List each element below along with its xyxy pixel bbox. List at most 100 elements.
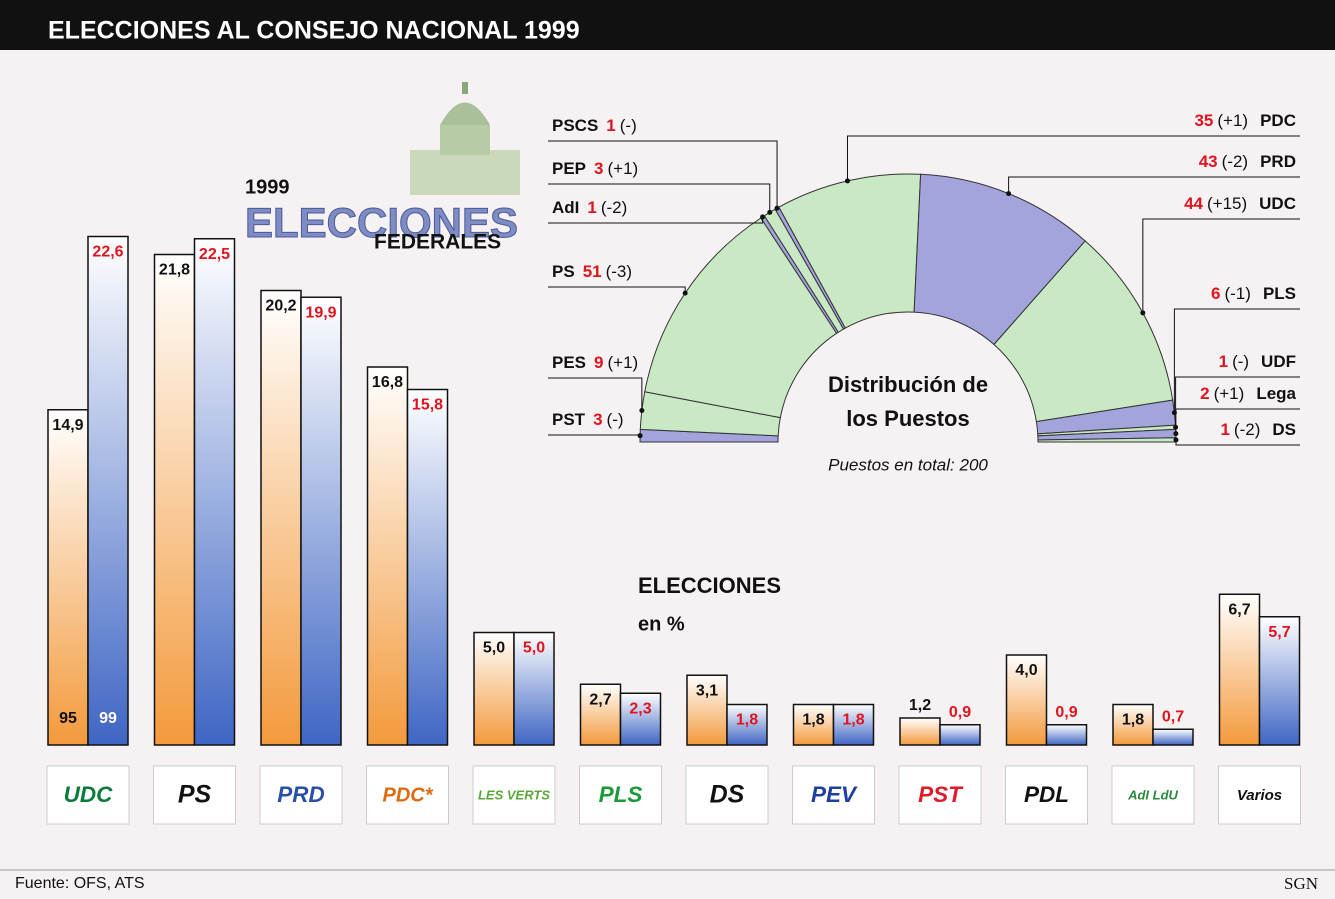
seat-change: (+1)	[1217, 111, 1248, 130]
seat-count: 1	[606, 116, 615, 135]
bar	[261, 291, 301, 746]
bar	[368, 367, 408, 745]
value-label: 2,3	[629, 700, 651, 717]
leader-dot	[639, 408, 644, 413]
seat-count: 1	[1220, 420, 1229, 439]
value-label: 14,9	[52, 417, 83, 434]
leader-line	[548, 378, 642, 410]
value-label: 19,9	[305, 304, 336, 321]
logo-sub: FEDERALES	[374, 231, 501, 254]
seat-count: 51	[583, 262, 602, 281]
value-label: 1,2	[909, 697, 931, 714]
value-label: 2,7	[589, 691, 611, 708]
seat-change: (-2)	[1234, 420, 1260, 439]
value-label: 1,8	[1122, 712, 1144, 729]
seat-change: (+1)	[608, 353, 639, 372]
value-label: 0,7	[1162, 708, 1184, 725]
seat-count: 9	[594, 353, 603, 372]
value-label: 6,7	[1228, 601, 1250, 618]
seat-change: (-)	[607, 410, 624, 429]
party-name: PLS	[1263, 284, 1296, 303]
series-label: 99	[99, 710, 117, 727]
seat-change: (-2)	[601, 198, 627, 217]
leader-dot	[1140, 310, 1145, 315]
seat-label: 35(+1)PDC	[1194, 111, 1296, 130]
bar	[195, 239, 235, 745]
value-label: 1,8	[736, 712, 758, 729]
seat-label: PES 9 (+1)	[552, 353, 638, 372]
seat-label: 43(-2)PRD	[1199, 152, 1296, 171]
leader-line	[548, 184, 770, 212]
party-name: PSCS	[552, 116, 598, 135]
leader-dot	[1173, 431, 1178, 436]
seat-label: 1 (-2) DS	[1220, 420, 1296, 439]
bar	[155, 255, 195, 746]
seat-label: 6(-1) PLS	[1211, 284, 1296, 303]
value-label: 22,6	[92, 244, 123, 261]
seat-label: AdI 1 (-2)	[552, 198, 627, 217]
seat-change: (-)	[620, 116, 637, 135]
leader-dot	[683, 291, 688, 296]
infographic: ELECCIONES AL CONSEJO NACIONAL 1999 1999…	[0, 0, 1335, 899]
value-label: 5,0	[483, 640, 505, 657]
value-label: 1,8	[842, 712, 864, 729]
value-label: 16,8	[372, 374, 403, 391]
x-tick-label: PRD	[277, 782, 325, 807]
party-name: AdI	[552, 198, 579, 217]
party-name: UDC	[1259, 194, 1296, 213]
bar-chart-subtitle: en %	[638, 613, 685, 635]
building-illustration	[410, 82, 520, 195]
leader-dot	[767, 210, 772, 215]
hemicycle-subtitle: Puestos en total: 200	[828, 455, 988, 474]
seat-change: (-)	[1232, 352, 1249, 371]
logo-year: 1999	[245, 176, 290, 198]
x-tick-label: PDL	[1024, 782, 1069, 807]
x-tick-label: DS	[710, 781, 745, 809]
seat-label: 44(+15) UDC	[1184, 194, 1296, 213]
seat-count: 6	[1211, 284, 1220, 303]
party-name: UDF	[1261, 352, 1296, 371]
bar	[301, 297, 341, 745]
value-label: 3,1	[696, 682, 718, 699]
seat-count: 35	[1194, 111, 1213, 130]
seat-change: (-2)	[1222, 152, 1248, 171]
seat-change: (+1)	[608, 159, 639, 178]
seat-count: 3	[594, 159, 603, 178]
x-tick-label: Varios	[1237, 787, 1282, 804]
seat-count: 1	[587, 198, 596, 217]
value-label: 5,0	[523, 640, 545, 657]
x-tick-label: PS	[178, 781, 212, 809]
bar	[900, 718, 940, 745]
leader-line	[1009, 177, 1300, 194]
seat-change: (-1)	[1224, 284, 1250, 303]
value-label: 21,8	[159, 262, 190, 279]
leader-dot	[760, 214, 765, 219]
source: Fuente: OFS, ATS	[15, 875, 145, 892]
seat-change: (-3)	[606, 262, 632, 281]
value-label: 0,9	[949, 704, 971, 721]
leader-line	[548, 217, 763, 223]
party-name: PES	[552, 353, 586, 372]
bar	[1153, 729, 1193, 745]
x-tick-label: PEV	[811, 782, 858, 807]
leader-dot	[1173, 437, 1178, 442]
x-tick-label: UDC	[64, 782, 113, 807]
seat-count: 3	[593, 410, 602, 429]
leader-dot	[775, 206, 780, 211]
x-tick-label: PDC*	[382, 784, 433, 806]
value-label: 15,8	[412, 397, 443, 414]
leader-dot	[638, 433, 643, 438]
series-label: 95	[59, 710, 77, 727]
value-label: 5,7	[1268, 624, 1290, 641]
party-name: DS	[1272, 420, 1296, 439]
party-name: PRD	[1260, 152, 1296, 171]
seat-change: (+1)	[1214, 384, 1245, 403]
seat-count: 1	[1219, 352, 1228, 371]
party-name: PEP	[552, 159, 586, 178]
value-label: 4,0	[1015, 662, 1037, 679]
seat-change: (+15)	[1207, 194, 1247, 213]
value-label: 22,5	[199, 246, 230, 263]
x-tick-label: PLS	[599, 782, 643, 807]
seat-count: 44	[1184, 194, 1203, 213]
